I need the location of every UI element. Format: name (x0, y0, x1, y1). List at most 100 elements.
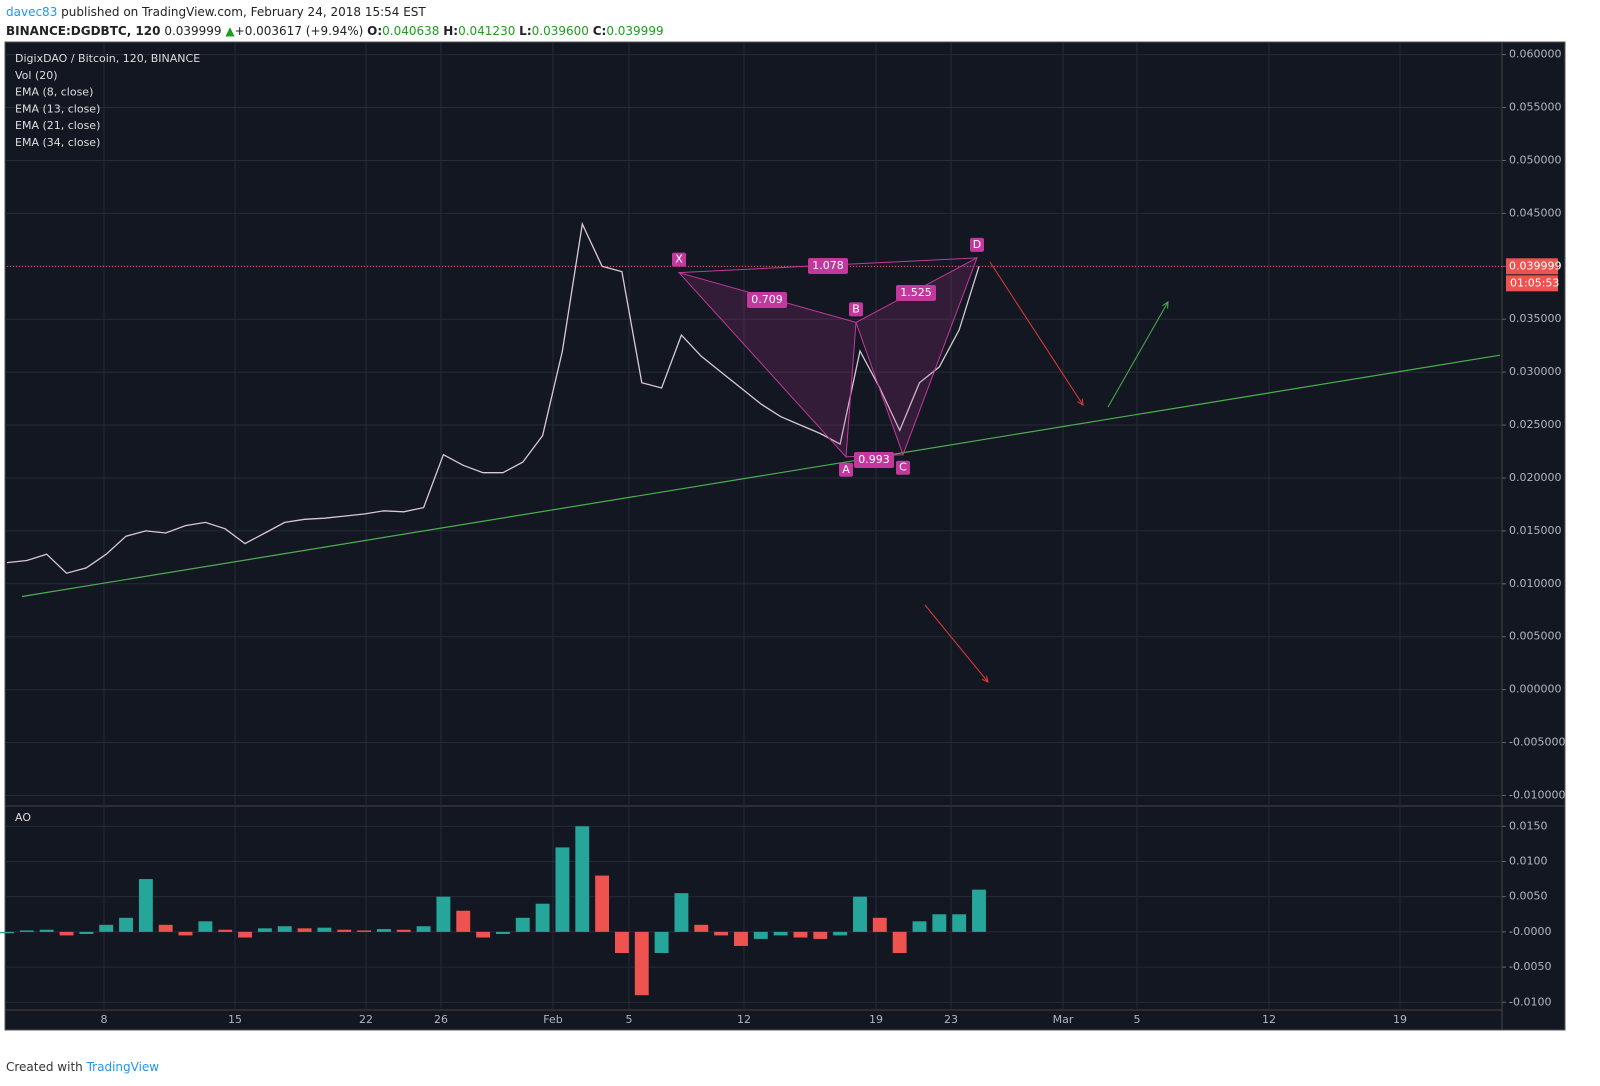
last-price-label: 0.039999 (1509, 259, 1562, 272)
y-tick-label: -0.010000 (1509, 788, 1565, 801)
arrow: ▲ (225, 24, 235, 38)
ao-bar (416, 926, 431, 932)
ao-bar (39, 929, 54, 932)
ao-bar (79, 931, 94, 934)
ao-bar (575, 826, 590, 932)
indicator-label: EMA (13, close) (15, 102, 100, 115)
pattern-point-label: X (675, 253, 683, 266)
pattern-point-label: B (852, 302, 860, 315)
y-tick-label: 0.060000 (1509, 48, 1562, 61)
y-tick-label: 0.000000 (1509, 683, 1562, 696)
x-tick-label: 5 (1134, 1013, 1141, 1026)
arrow (989, 261, 1083, 405)
published: published on TradingView.com, February 2… (61, 5, 426, 19)
y-tick-label: 0.015000 (1509, 524, 1562, 537)
ao-bar (595, 875, 610, 932)
ao-bar (694, 924, 709, 932)
ao-bar (813, 931, 828, 939)
ao-bar (396, 929, 411, 932)
y-tick-label: -0.0050 (1509, 960, 1551, 973)
footer: Created with TradingView (6, 1060, 159, 1074)
header-line: BINANCE:DGDBTC, 120 0.039999 ▲+0.003617 … (6, 22, 664, 41)
ao-bar (734, 931, 748, 946)
ao-bar (257, 928, 272, 932)
ratio-box (747, 292, 787, 308)
ao-bar (495, 931, 510, 934)
ratio-label: 1.525 (900, 286, 932, 299)
ao-bar (535, 903, 550, 932)
l-label: L: (519, 24, 532, 38)
price-line (6, 221, 980, 574)
symbol: BINANCE:DGDBTC, 120 (6, 24, 161, 38)
pattern-point-box (839, 462, 853, 477)
indicator-label: EMA (21, close) (15, 119, 100, 132)
timer: 01:05:53 (1510, 276, 1559, 289)
ao-bar (376, 929, 391, 932)
indicator-label: EMA (8, close) (15, 86, 93, 99)
ao-bar (277, 926, 292, 932)
y-tick-label: 0.0050 (1509, 890, 1548, 903)
high: 0.041230 (458, 24, 516, 38)
y-tick-label: 0.0100 (1509, 854, 1548, 867)
pattern-point-box (896, 460, 910, 475)
close: 0.039999 (606, 24, 664, 38)
ao-bar (614, 931, 629, 953)
x-tick-label: 12 (737, 1013, 751, 1026)
y-tick-label: 0.030000 (1509, 365, 1562, 378)
y-tick-label: 0.025000 (1509, 418, 1562, 431)
brand[interactable]: TradingView (86, 1060, 160, 1074)
ao-bar (932, 914, 947, 932)
low: 0.039600 (531, 24, 589, 38)
ratio-label: 0.993 (858, 453, 890, 466)
ratio-label: 1.078 (812, 259, 844, 272)
arrow (1107, 302, 1168, 408)
y-tick-label: 0.010000 (1509, 577, 1562, 590)
pattern-point-label: A (842, 463, 850, 476)
ao-bar (59, 931, 74, 936)
open: 0.040638 (382, 24, 440, 38)
y-tick-label: 0.045000 (1509, 206, 1562, 219)
x-tick-label: 26 (434, 1013, 448, 1026)
ao-bar (793, 931, 808, 938)
ao-bar (218, 929, 233, 932)
ao-bar (555, 847, 570, 932)
y-tick-label: 0.035000 (1509, 312, 1562, 325)
arrow (924, 604, 988, 682)
y-tick-label: 0.005000 (1509, 630, 1562, 643)
pane-title: AO (15, 811, 31, 824)
x-tick-label: 22 (359, 1013, 373, 1026)
ao-bar (515, 917, 530, 932)
ao-bar (714, 931, 729, 936)
last-price-box (1506, 258, 1558, 275)
y-tick-label: -0.0100 (1509, 995, 1551, 1008)
h-label: H: (443, 24, 459, 38)
ratio-label: 0.709 (751, 293, 783, 306)
ratio-box (896, 285, 936, 301)
ao-bar (773, 931, 788, 936)
ao-bar (872, 917, 887, 932)
x-tick-label: 5 (626, 1013, 633, 1026)
indicator-label: Vol (20) (15, 69, 58, 82)
ao-bar (317, 927, 332, 932)
ratio-box (808, 258, 848, 274)
y-tick-label: -0.0000 (1509, 925, 1551, 938)
header: davec83 published on TradingView.com, Fe… (6, 3, 664, 41)
ao-bar (178, 931, 193, 936)
ao-bar (892, 931, 907, 953)
x-tick-label: 19 (1393, 1013, 1407, 1026)
header-line: davec83 published on TradingView.com, Fe… (6, 3, 664, 22)
pane-title: DigixDAO / Bitcoin, 120, BINANCE (15, 52, 200, 65)
ao-bar (297, 928, 312, 932)
author[interactable]: davec83 (6, 5, 58, 19)
ao-bar (456, 910, 471, 932)
trendline (21, 354, 1501, 598)
pattern-point-box (849, 302, 863, 317)
y-tick-label: -0.005000 (1509, 736, 1565, 749)
x-tick-label: Mar (1053, 1013, 1074, 1026)
ao-bar (198, 921, 213, 932)
y-tick-label: 0.020000 (1509, 471, 1562, 484)
pattern-point-box (970, 237, 984, 252)
x-tick-label: 15 (228, 1013, 242, 1026)
ao-bar (436, 896, 451, 932)
